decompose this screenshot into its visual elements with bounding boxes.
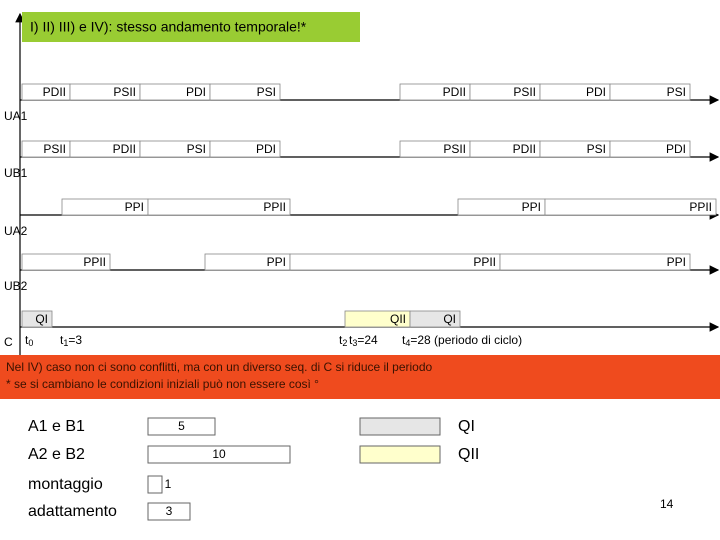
- duration-bar: [147, 475, 163, 494]
- time-label: t4=28 (periodo di ciclo): [402, 333, 522, 348]
- time-symbol: t: [349, 333, 353, 347]
- activity-label: PDI: [666, 142, 686, 156]
- time-symbol: t: [25, 333, 29, 347]
- time-subscript: 1: [63, 338, 68, 348]
- activity-label: PDII: [43, 85, 66, 99]
- time-value: =3: [68, 333, 82, 347]
- note-line: Nel IV) caso non ci sono conflitti, ma c…: [6, 360, 433, 374]
- activity-label: PDI: [586, 85, 606, 99]
- time-symbol: t: [402, 333, 406, 347]
- activity-bar: [209, 140, 281, 158]
- activity-label: PPII: [473, 255, 496, 269]
- activity-label: QII: [390, 312, 406, 326]
- duration-bar: [147, 417, 216, 436]
- duration-label: adattamento: [28, 503, 117, 520]
- duration-value: 1: [165, 477, 172, 491]
- activity-label: PPI: [267, 255, 286, 269]
- legend-label: QI: [458, 418, 475, 435]
- title: I) II) III) e IV): stesso andamento temp…: [30, 19, 307, 35]
- activity-label: PDII: [113, 142, 136, 156]
- activity-bar: [21, 253, 111, 271]
- activity-label: PPII: [263, 200, 286, 214]
- time-label: t1=3: [60, 333, 82, 348]
- resource-label: UB2: [4, 279, 28, 293]
- legend-swatch: [359, 417, 441, 436]
- activity-label: PSII: [43, 142, 66, 156]
- activity-bar: [147, 198, 291, 216]
- activity-label: PSII: [443, 142, 466, 156]
- time-subscript: 4: [405, 338, 410, 348]
- resource-label: UB1: [4, 166, 28, 180]
- note-line: * se si cambiano le condizioni iniziali …: [6, 377, 319, 391]
- time-subscript: 3: [352, 338, 357, 348]
- activity-label: PSI: [587, 142, 606, 156]
- activity-label: PSII: [113, 85, 136, 99]
- activity-label: PSII: [513, 85, 536, 99]
- title-box: [22, 12, 360, 42]
- activity-label: PSI: [667, 85, 686, 99]
- page-number: 14: [660, 497, 674, 511]
- activity-label: PDI: [186, 85, 206, 99]
- activity-label: PPII: [83, 255, 106, 269]
- activity-bar: [21, 310, 53, 328]
- activity-label: PPII: [689, 200, 712, 214]
- activity-label: QI: [443, 312, 456, 326]
- duration-bar: [147, 445, 291, 464]
- activity-label: PPI: [125, 200, 144, 214]
- resource-label: UA2: [4, 224, 28, 238]
- time-label: t0: [25, 333, 33, 348]
- duration-label: montaggio: [28, 476, 103, 493]
- activity-bar: [289, 253, 501, 271]
- resource-label: UA1: [4, 109, 28, 123]
- duration-label: A1 e B1: [28, 418, 85, 435]
- time-symbol: t: [339, 333, 343, 347]
- activity-bar: [609, 83, 691, 101]
- diagram: PDII PSII PDI PSI PDII PSII PDI PSI UA1 PSII PDII P…: [4, 83, 720, 521]
- activity-bar: [409, 310, 461, 328]
- activity-label: PPI: [667, 255, 686, 269]
- time-label: t3=24: [349, 333, 378, 348]
- duration-label: A2 e B2: [28, 446, 85, 463]
- activity-label: PPI: [522, 200, 541, 214]
- duration-bar: [147, 502, 191, 521]
- resource-label: C: [4, 335, 13, 349]
- activity-bar: [209, 83, 281, 101]
- time-symbol: t: [60, 333, 64, 347]
- duration-value: 5: [178, 419, 185, 433]
- activity-bar: [544, 198, 717, 216]
- legend-label: QII: [458, 446, 479, 463]
- activity-bar: [499, 253, 691, 271]
- time-value: =28 (periodo di ciclo): [410, 333, 522, 347]
- time-subscript: 2: [342, 338, 347, 348]
- note-box: [0, 355, 720, 399]
- legend-swatch: [359, 445, 441, 464]
- activity-label: PDII: [443, 85, 466, 99]
- duration-value: 3: [166, 504, 173, 518]
- activity-label: PDI: [256, 142, 276, 156]
- time-value: =24: [357, 333, 378, 347]
- activity-bar: [609, 140, 691, 158]
- duration-value: 10: [212, 447, 226, 461]
- activity-label: PSI: [257, 85, 276, 99]
- activity-label: QI: [35, 312, 48, 326]
- activity-label: PSI: [187, 142, 206, 156]
- time-subscript: 0: [28, 338, 33, 348]
- time-label: t2: [339, 333, 347, 348]
- activity-label: PDII: [513, 142, 536, 156]
